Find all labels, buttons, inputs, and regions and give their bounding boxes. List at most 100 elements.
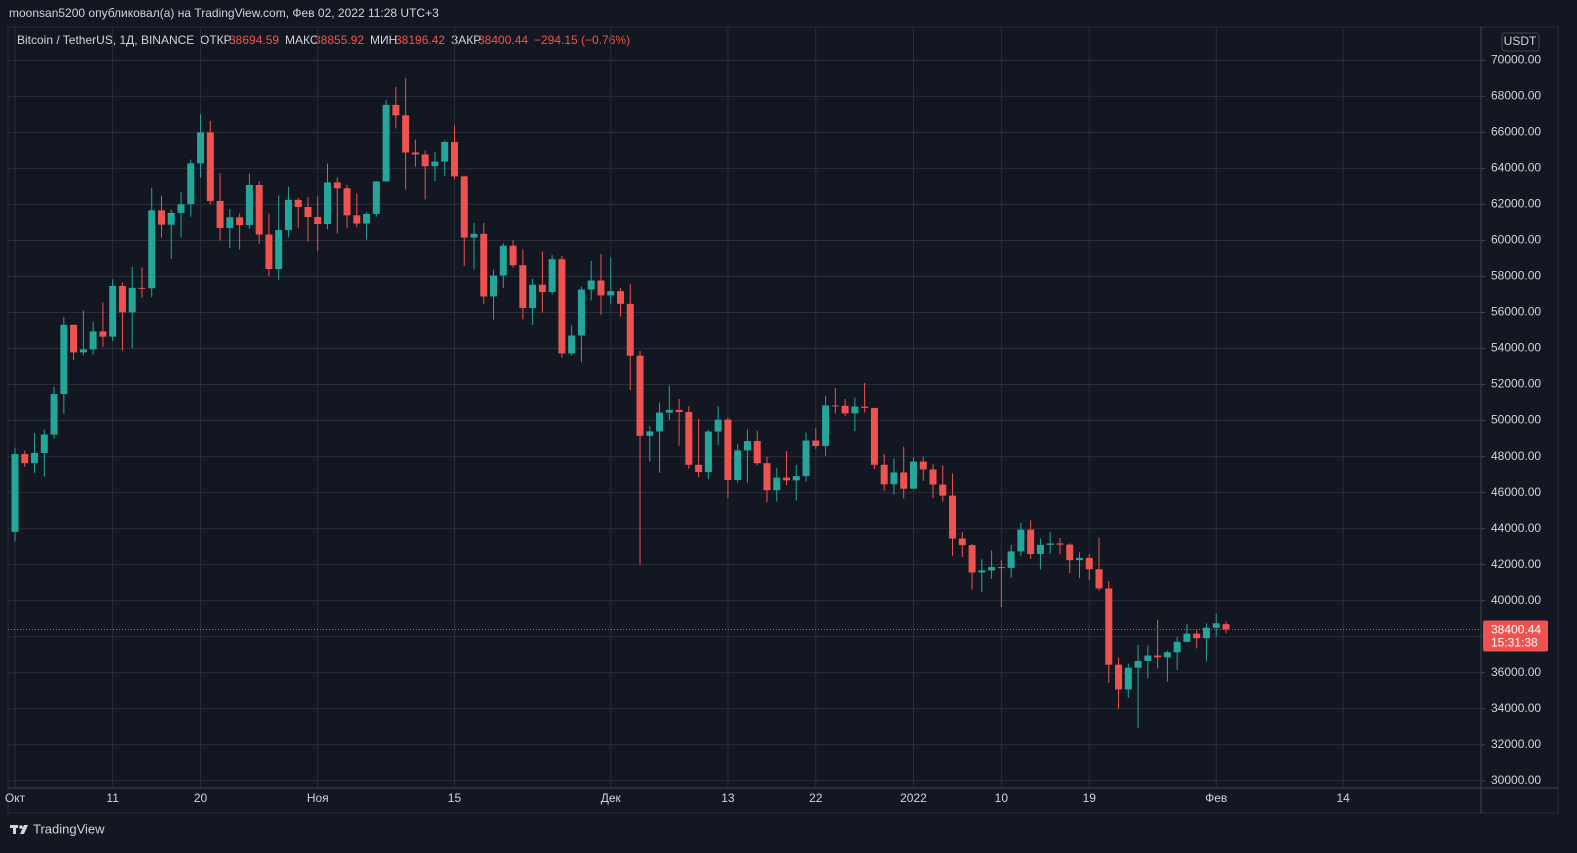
candle-body [226, 217, 234, 229]
y-tick-label: 50000.00 [1491, 413, 1541, 427]
candle-body [909, 461, 917, 489]
x-tick-label: 14 [1336, 791, 1350, 805]
y-tick-label: 60000.00 [1491, 233, 1541, 247]
x-tick-label: 10 [995, 791, 1009, 805]
candle-body [675, 409, 683, 413]
candle-body [900, 472, 908, 489]
candle-body [851, 406, 859, 414]
currency-box[interactable] [1501, 32, 1540, 52]
candle-body [1163, 652, 1171, 658]
candle-body [1036, 544, 1044, 554]
candle-body [890, 472, 898, 485]
candle-body [197, 132, 205, 164]
x-tick-label: Дек [601, 791, 622, 805]
candle-body [665, 409, 673, 413]
candle-body [284, 199, 292, 231]
candle-body [978, 570, 986, 573]
candle-body [177, 204, 185, 213]
x-tick-label: 13 [721, 791, 735, 805]
y-tick-label: 66000.00 [1491, 125, 1541, 139]
candle-body [841, 405, 849, 414]
candle-body [587, 280, 595, 290]
candle-body [11, 454, 19, 532]
candle-body [314, 217, 322, 225]
logo-part [19, 825, 23, 829]
y-tick-label: 34000.00 [1491, 701, 1541, 715]
candle-body [1007, 551, 1015, 568]
candle-body [597, 280, 605, 296]
y-tick-label: 36000.00 [1491, 665, 1541, 679]
x-tick-label: 15 [448, 791, 462, 805]
candle-body [148, 210, 156, 289]
candle-body [1154, 655, 1162, 658]
candle-body [753, 441, 761, 464]
candle-body [831, 405, 839, 407]
candle-body [441, 141, 449, 162]
candle-body [1115, 664, 1123, 690]
candle-body [724, 419, 732, 480]
candle-body [1124, 667, 1132, 690]
legend: Bitcoin / TetherUS, 1Д, BINANCE ОТКР 386… [17, 33, 630, 47]
legend-label: ЗАКР [451, 33, 481, 47]
legend-label: МИН [370, 33, 397, 47]
candle-body [646, 431, 654, 436]
candle-body [372, 181, 380, 214]
candle-body [1144, 655, 1152, 661]
candle-body [529, 284, 537, 309]
candle-body [548, 259, 556, 292]
candle-body [988, 567, 996, 571]
last-price-box [1483, 620, 1548, 652]
logo-part [13, 825, 16, 834]
candle-body [431, 161, 439, 167]
candle-body [382, 104, 390, 182]
candle-body [470, 233, 478, 238]
candle-body [324, 182, 332, 225]
y-tick-label: 56000.00 [1491, 305, 1541, 319]
candle-body [509, 245, 517, 266]
header: moonsan5200 опубликовал(а) на TradingVie… [9, 6, 439, 20]
candle-body [480, 233, 488, 297]
candle-body [89, 331, 97, 350]
candle-body [1222, 624, 1230, 630]
candle-body [568, 335, 576, 354]
currency[interactable]: USDT [1504, 34, 1537, 48]
countdown: 15:31:38 [1491, 636, 1538, 650]
candle-body [245, 184, 253, 226]
legend-change: −294.15 (−0.76%) [534, 33, 630, 47]
candle-body [187, 163, 195, 205]
candle-body [206, 132, 214, 201]
candle-body [773, 477, 781, 491]
candle-body [40, 434, 48, 453]
candle-body [460, 176, 468, 238]
candle-body [763, 463, 771, 491]
legend-value: 38196.42 [395, 33, 445, 47]
candle-body [1085, 557, 1093, 570]
candle-body [616, 291, 624, 304]
x-tick-label: 19 [1083, 791, 1097, 805]
legend-label: ОТКР [200, 33, 232, 47]
candle-body [812, 440, 820, 446]
candle-body [216, 200, 224, 229]
candle-body [275, 230, 283, 270]
brand-logo [10, 825, 28, 834]
y-tick-label: 42000.00 [1491, 557, 1541, 571]
candle-body [792, 476, 800, 481]
candle-body [236, 217, 244, 226]
y-tick-label: 48000.00 [1491, 449, 1541, 463]
y-tick-label: 58000.00 [1491, 269, 1541, 283]
candle-body [968, 545, 976, 573]
candle-body [1212, 623, 1220, 628]
candle-body [958, 538, 966, 546]
candle-body [997, 567, 1005, 569]
candle-body [79, 349, 87, 353]
candle-body [392, 104, 400, 116]
x-tick-label: Ноя [307, 791, 329, 805]
candle-body [1202, 627, 1210, 639]
legend-value: 38694.59 [229, 33, 279, 47]
candle-body [363, 213, 371, 224]
chart-title: Bitcoin / TetherUS, 1Д, BINANCE [17, 33, 194, 47]
candle-body [450, 141, 458, 177]
